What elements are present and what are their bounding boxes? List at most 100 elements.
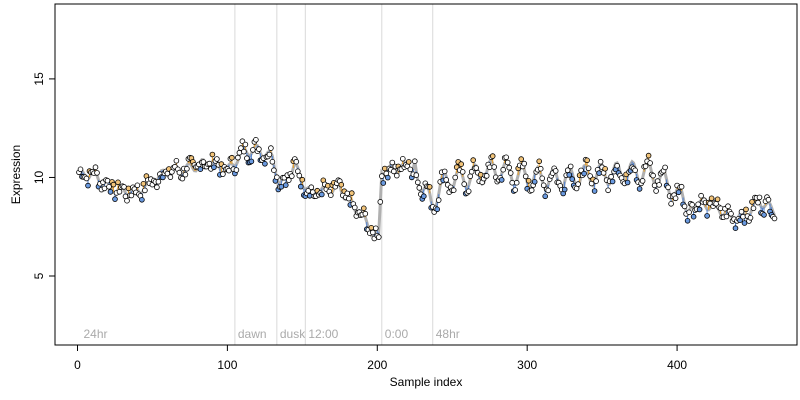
data-point [101, 185, 108, 192]
data-point [426, 184, 433, 190]
data-point [584, 157, 590, 164]
data-point [714, 196, 721, 203]
data-point [528, 187, 535, 194]
data-point [381, 165, 388, 172]
x-axis-label: Sample index [390, 375, 463, 389]
data-point [470, 157, 477, 163]
data-point [771, 215, 778, 222]
data-point [539, 175, 545, 182]
annotation-label: 0:00 [385, 327, 409, 341]
data-point [112, 196, 118, 202]
data-point [269, 159, 276, 165]
data-point [732, 225, 739, 232]
data-point [725, 203, 731, 210]
data-point [92, 164, 99, 171]
fitted-line-path [77, 143, 776, 238]
data-point [458, 161, 465, 167]
data-point [486, 164, 493, 171]
data-point [377, 199, 384, 205]
data-point [537, 165, 544, 172]
data-point [561, 186, 568, 193]
data-point [743, 206, 749, 213]
data-point [241, 148, 247, 155]
data-point [384, 174, 391, 181]
data-point [214, 156, 220, 162]
data-point [513, 179, 520, 186]
data-point [750, 205, 757, 212]
data-point [632, 167, 638, 174]
data-point [399, 156, 406, 162]
data-point [390, 168, 397, 175]
data-point [587, 173, 593, 179]
data-point [229, 154, 235, 161]
x-tick-label: 100 [217, 358, 237, 372]
data-point [662, 164, 668, 171]
data-point [737, 217, 743, 224]
data-point [765, 196, 772, 203]
data-point [504, 159, 511, 166]
data-point [107, 189, 114, 195]
data-point [443, 177, 450, 183]
data-point [723, 213, 730, 220]
data-point [413, 172, 420, 178]
data-point [506, 164, 513, 171]
data-point [209, 151, 216, 158]
data-point [756, 194, 763, 201]
data-point [256, 146, 262, 152]
data-point [452, 174, 459, 181]
data-point [650, 172, 656, 179]
x-tick-label: 300 [517, 358, 537, 372]
data-point [602, 166, 608, 172]
data-point [271, 167, 277, 174]
data-point [134, 182, 141, 189]
data-point [569, 176, 575, 182]
data-point [278, 184, 285, 190]
y-tick-label: 10 [32, 170, 46, 184]
data-point [372, 225, 379, 232]
data-point [665, 184, 671, 191]
data-point [220, 171, 226, 177]
annotation-label: 12:00 [308, 327, 338, 341]
data-point [651, 182, 658, 189]
fitted-line [77, 143, 776, 238]
data-point [242, 141, 249, 148]
data-point [235, 154, 241, 161]
data-point [110, 181, 117, 188]
data-point [211, 164, 217, 171]
data-point [407, 166, 414, 173]
data-point [293, 158, 300, 165]
data-point [344, 190, 351, 197]
data-point [85, 182, 91, 189]
data-point [362, 210, 369, 217]
data-point [512, 187, 518, 193]
data-point [411, 158, 418, 165]
data-point [348, 190, 355, 196]
data-point [389, 159, 396, 166]
data-point [522, 173, 529, 180]
data-point [491, 164, 498, 170]
data-point [531, 179, 538, 185]
x-tick-label: 200 [367, 358, 387, 372]
data-point [253, 137, 259, 143]
data-point [465, 188, 472, 195]
data-point [83, 175, 90, 182]
data-point [197, 166, 204, 173]
data-point [296, 172, 303, 179]
data-point [420, 193, 427, 200]
data-point [416, 185, 423, 191]
data-point [248, 158, 255, 165]
data-point [268, 145, 274, 151]
data-point [678, 183, 685, 190]
data-point [308, 184, 315, 191]
annotation-label: 24hr [83, 327, 107, 341]
data-point [698, 192, 704, 199]
data-point [77, 166, 84, 173]
data-point [500, 166, 507, 173]
data-points [76, 137, 778, 242]
data-point [704, 213, 710, 219]
data-point [121, 184, 127, 190]
data-point [728, 211, 734, 217]
data-point [542, 193, 548, 200]
data-point [124, 197, 130, 204]
data-point [368, 225, 375, 231]
